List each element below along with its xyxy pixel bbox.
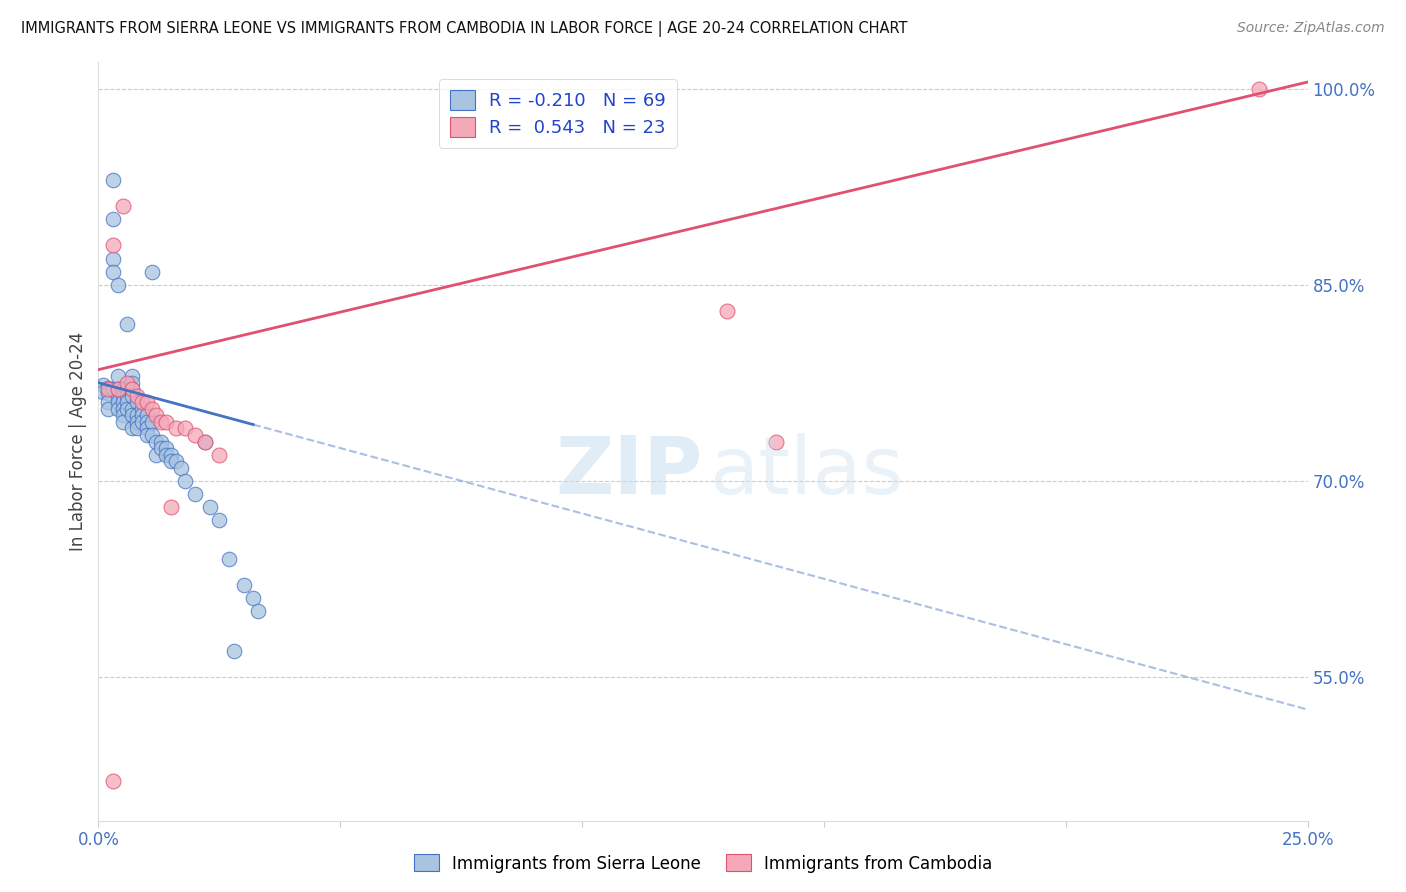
Y-axis label: In Labor Force | Age 20-24: In Labor Force | Age 20-24 xyxy=(69,332,87,551)
Point xyxy=(121,382,143,396)
Point xyxy=(107,382,129,396)
Point xyxy=(165,421,187,435)
Point xyxy=(101,264,124,278)
Point xyxy=(107,277,129,292)
Point xyxy=(127,389,149,403)
Point xyxy=(107,401,129,416)
Point xyxy=(91,384,114,399)
Point xyxy=(198,500,221,514)
Point xyxy=(101,382,124,396)
Text: Source: ZipAtlas.com: Source: ZipAtlas.com xyxy=(1237,21,1385,35)
Point xyxy=(145,409,167,423)
Point xyxy=(1249,81,1271,95)
Point xyxy=(208,513,231,527)
Point xyxy=(242,591,264,606)
Point xyxy=(218,552,240,566)
Legend: Immigrants from Sierra Leone, Immigrants from Cambodia: Immigrants from Sierra Leone, Immigrants… xyxy=(406,847,1000,880)
Point xyxy=(117,401,139,416)
Point xyxy=(155,415,177,429)
Point xyxy=(716,303,738,318)
Point xyxy=(141,415,163,429)
Point xyxy=(101,212,124,227)
Point xyxy=(101,774,124,789)
Text: IMMIGRANTS FROM SIERRA LEONE VS IMMIGRANTS FROM CAMBODIA IN LABOR FORCE | AGE 20: IMMIGRANTS FROM SIERRA LEONE VS IMMIGRAN… xyxy=(21,21,908,37)
Point xyxy=(141,428,163,442)
Point xyxy=(101,252,124,266)
Point xyxy=(160,500,183,514)
Point xyxy=(150,415,173,429)
Point xyxy=(127,421,149,435)
Point xyxy=(135,415,157,429)
Point xyxy=(135,421,157,435)
Point xyxy=(174,474,197,488)
Point xyxy=(107,389,129,403)
Point xyxy=(97,381,120,395)
Point xyxy=(111,382,134,396)
Point xyxy=(117,382,139,396)
Point xyxy=(107,395,129,409)
Point xyxy=(97,382,120,396)
Point xyxy=(194,434,217,449)
Point xyxy=(127,415,149,429)
Point xyxy=(141,264,163,278)
Point xyxy=(111,415,134,429)
Point xyxy=(121,369,143,384)
Point xyxy=(150,441,173,455)
Point xyxy=(107,382,129,396)
Point xyxy=(131,401,153,416)
Point xyxy=(111,389,134,403)
Point xyxy=(135,428,157,442)
Point xyxy=(111,409,134,423)
Point xyxy=(101,173,124,187)
Point xyxy=(222,643,245,657)
Point xyxy=(91,378,114,392)
Point xyxy=(169,460,191,475)
Point xyxy=(121,389,143,403)
Point xyxy=(145,448,167,462)
Point xyxy=(127,395,149,409)
Point xyxy=(131,395,153,409)
Point xyxy=(101,238,124,252)
Point xyxy=(765,434,787,449)
Text: ZIP: ZIP xyxy=(555,433,703,511)
Point xyxy=(117,389,139,403)
Point xyxy=(150,434,173,449)
Point xyxy=(155,448,177,462)
Point xyxy=(247,605,270,619)
Point xyxy=(111,401,134,416)
Point xyxy=(135,409,157,423)
Point xyxy=(117,317,139,331)
Point xyxy=(141,401,163,416)
Point xyxy=(117,395,139,409)
Point xyxy=(121,421,143,435)
Point xyxy=(160,448,183,462)
Point xyxy=(184,487,207,501)
Point xyxy=(232,578,254,592)
Point xyxy=(97,395,120,409)
Point xyxy=(160,454,183,468)
Point xyxy=(174,421,197,435)
Point xyxy=(194,434,217,449)
Point xyxy=(121,401,143,416)
Point xyxy=(131,415,153,429)
Point xyxy=(111,199,134,213)
Text: atlas: atlas xyxy=(709,433,904,511)
Point xyxy=(121,382,143,396)
Point xyxy=(97,386,120,401)
Point xyxy=(208,448,231,462)
Point xyxy=(131,409,153,423)
Point xyxy=(127,409,149,423)
Point xyxy=(107,369,129,384)
Point xyxy=(135,395,157,409)
Point xyxy=(184,428,207,442)
Point xyxy=(145,434,167,449)
Point xyxy=(97,401,120,416)
Legend: R = -0.210   N = 69, R =  0.543   N = 23: R = -0.210 N = 69, R = 0.543 N = 23 xyxy=(439,79,676,148)
Point xyxy=(155,441,177,455)
Point xyxy=(117,376,139,390)
Point xyxy=(165,454,187,468)
Point xyxy=(121,409,143,423)
Point xyxy=(121,376,143,390)
Point xyxy=(111,395,134,409)
